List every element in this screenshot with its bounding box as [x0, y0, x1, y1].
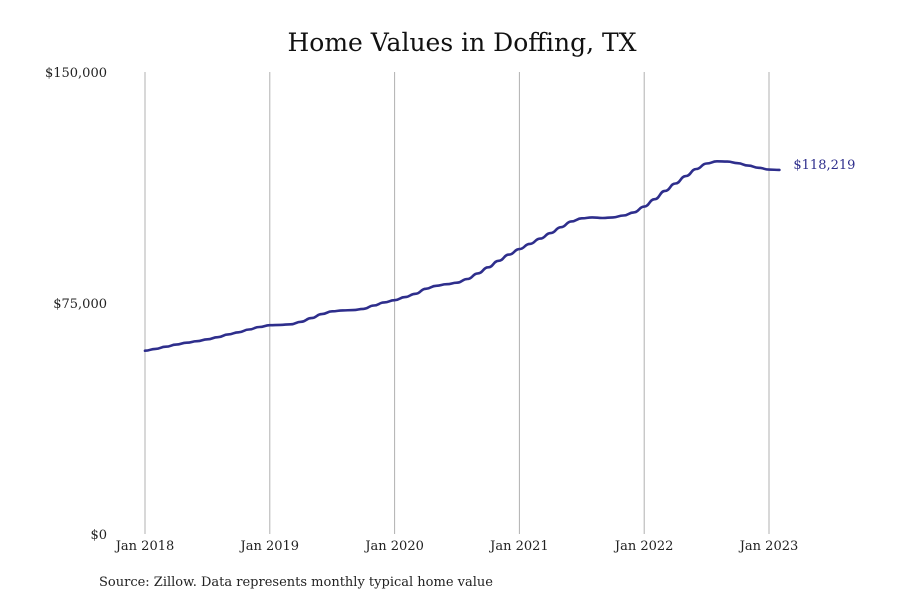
x-tick-label: Jan 2018 [114, 539, 175, 554]
series-line [143, 160, 781, 352]
source-note: Source: Zillow. Data represents monthly … [99, 575, 493, 590]
x-tick-label: Jan 2022 [613, 539, 674, 554]
y-tick-label: $0 [90, 528, 107, 543]
gridlines [144, 72, 770, 534]
end-value-label: $118,219 [793, 158, 855, 173]
x-tick-label: Jan 2023 [738, 539, 799, 554]
chart-title: Home Values in Doffing, TX [288, 28, 637, 57]
x-tick-label: Jan 2020 [363, 539, 424, 554]
y-tick-label: $150,000 [45, 66, 107, 81]
x-axis: Jan 2018 Jan 2019 Jan 2020 Jan 2021 Jan 2022… [114, 539, 799, 554]
x-tick-label: Jan 2019 [239, 539, 300, 554]
x-tick-label: Jan 2021 [488, 539, 549, 554]
y-axis: $0 $75,000 $150,000 [45, 66, 107, 543]
y-tick-label: $75,000 [53, 297, 107, 312]
plot-area: $118,219 [143, 158, 855, 352]
